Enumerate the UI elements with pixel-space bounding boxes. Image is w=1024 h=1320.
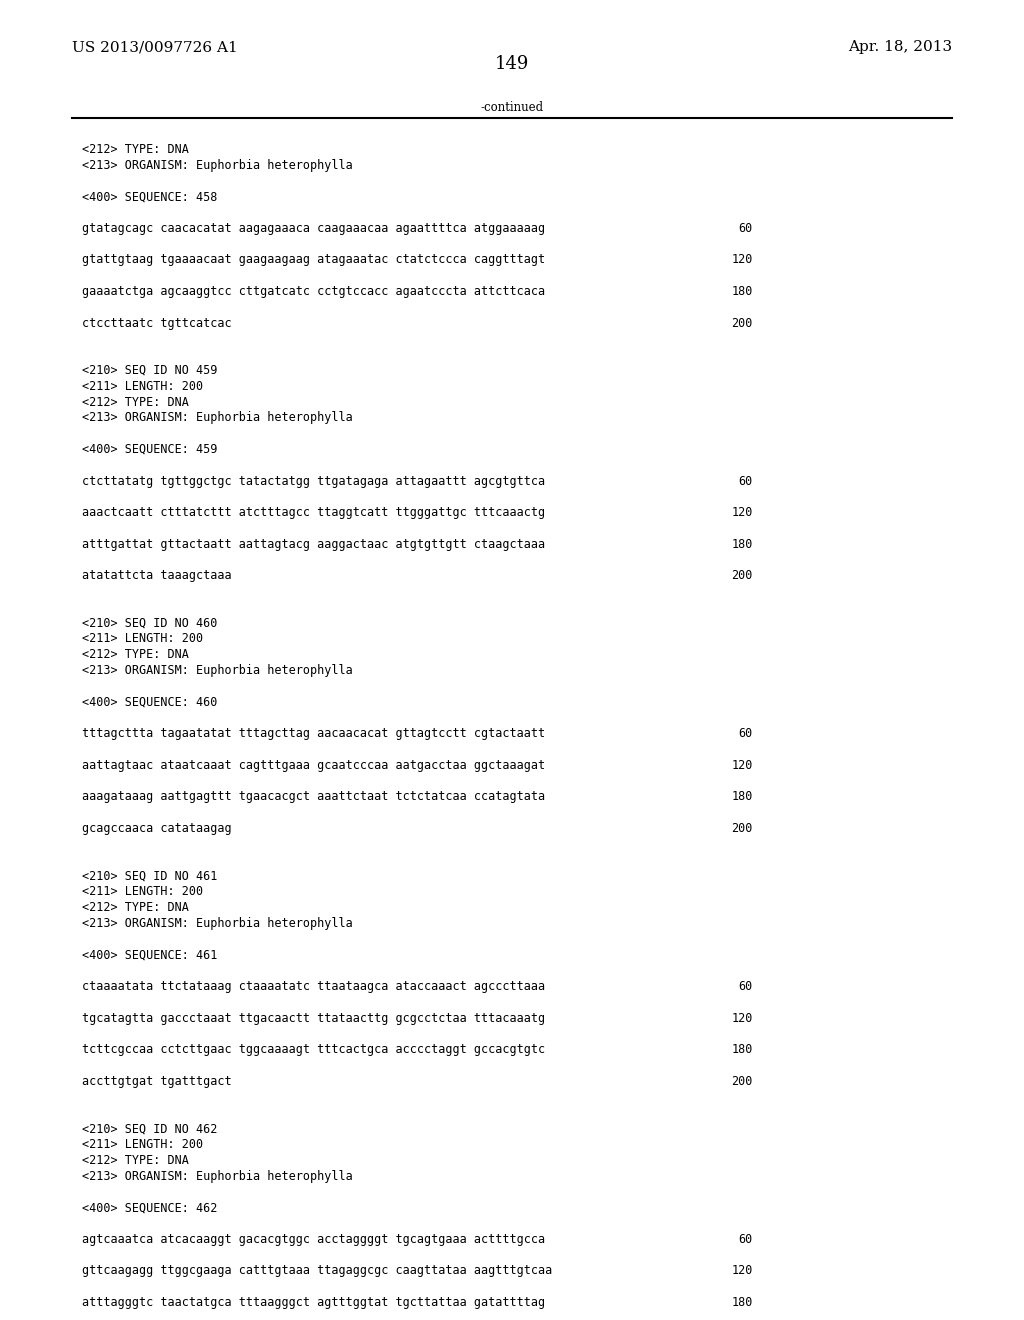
Text: <400> SEQUENCE: 461: <400> SEQUENCE: 461: [82, 948, 217, 961]
Text: gaaaatctga agcaaggtcc cttgatcatc cctgtccacc agaatcccta attcttcaca: gaaaatctga agcaaggtcc cttgatcatc cctgtcc…: [82, 285, 545, 298]
Text: <211> LENGTH: 200: <211> LENGTH: 200: [82, 632, 203, 645]
Text: atatattcta taaagctaaa: atatattcta taaagctaaa: [82, 569, 231, 582]
Text: 180: 180: [731, 1043, 753, 1056]
Text: 180: 180: [731, 537, 753, 550]
Text: gcagccaaca catataagag: gcagccaaca catataagag: [82, 822, 231, 836]
Text: 180: 180: [731, 791, 753, 804]
Text: 180: 180: [731, 1296, 753, 1309]
Text: 60: 60: [738, 727, 753, 741]
Text: 120: 120: [731, 1265, 753, 1278]
Text: <213> ORGANISM: Euphorbia heterophylla: <213> ORGANISM: Euphorbia heterophylla: [82, 158, 352, 172]
Text: aaagataaag aattgagttt tgaacacgct aaattctaat tctctatcaa ccatagtata: aaagataaag aattgagttt tgaacacgct aaattct…: [82, 791, 545, 804]
Text: -continued: -continued: [480, 100, 544, 114]
Text: 60: 60: [738, 1233, 753, 1246]
Text: 200: 200: [731, 822, 753, 836]
Text: 200: 200: [731, 569, 753, 582]
Text: ctccttaatc tgttcatcac: ctccttaatc tgttcatcac: [82, 317, 231, 330]
Text: 60: 60: [738, 979, 753, 993]
Text: <212> TYPE: DNA: <212> TYPE: DNA: [82, 143, 188, 156]
Text: <212> TYPE: DNA: <212> TYPE: DNA: [82, 648, 188, 661]
Text: <212> TYPE: DNA: <212> TYPE: DNA: [82, 396, 188, 409]
Text: tcttcgccaa cctcttgaac tggcaaaagt tttcactgca acccctaggt gccacgtgtc: tcttcgccaa cctcttgaac tggcaaaagt tttcact…: [82, 1043, 545, 1056]
Text: <400> SEQUENCE: 458: <400> SEQUENCE: 458: [82, 190, 217, 203]
Text: <210> SEQ ID NO 461: <210> SEQ ID NO 461: [82, 870, 217, 883]
Text: <400> SEQUENCE: 459: <400> SEQUENCE: 459: [82, 444, 217, 455]
Text: 200: 200: [731, 317, 753, 330]
Text: gttcaagagg ttggcgaaga catttgtaaa ttagaggcgc caagttataa aagtttgtcaa: gttcaagagg ttggcgaaga catttgtaaa ttagagg…: [82, 1265, 552, 1278]
Text: 180: 180: [731, 285, 753, 298]
Text: gtattgtaag tgaaaacaat gaagaagaag atagaaatac ctatctccca caggtttagt: gtattgtaag tgaaaacaat gaagaagaag atagaaa…: [82, 253, 545, 267]
Text: 120: 120: [731, 1011, 753, 1024]
Text: US 2013/0097726 A1: US 2013/0097726 A1: [72, 40, 238, 54]
Text: <212> TYPE: DNA: <212> TYPE: DNA: [82, 902, 188, 913]
Text: agtcaaatca atcacaaggt gacacgtggc acctaggggt tgcagtgaaa acttttgcca: agtcaaatca atcacaaggt gacacgtggc acctagg…: [82, 1233, 545, 1246]
Text: atttgattat gttactaatt aattagtacg aaggactaac atgtgttgtt ctaagctaaa: atttgattat gttactaatt aattagtacg aaggact…: [82, 537, 545, 550]
Text: aaactcaatt ctttatcttt atctttagcc ttaggtcatt ttgggattgc tttcaaactg: aaactcaatt ctttatcttt atctttagcc ttaggtc…: [82, 506, 545, 519]
Text: <212> TYPE: DNA: <212> TYPE: DNA: [82, 1154, 188, 1167]
Text: <213> ORGANISM: Euphorbia heterophylla: <213> ORGANISM: Euphorbia heterophylla: [82, 917, 352, 929]
Text: 149: 149: [495, 55, 529, 73]
Text: <213> ORGANISM: Euphorbia heterophylla: <213> ORGANISM: Euphorbia heterophylla: [82, 664, 352, 677]
Text: 60: 60: [738, 222, 753, 235]
Text: 60: 60: [738, 475, 753, 487]
Text: tttagcttta tagaatatat tttagcttag aacaacacat gttagtcctt cgtactaatt: tttagcttta tagaatatat tttagcttag aacaaca…: [82, 727, 545, 741]
Text: <211> LENGTH: 200: <211> LENGTH: 200: [82, 886, 203, 898]
Text: ctcttatatg tgttggctgc tatactatgg ttgatagaga attagaattt agcgtgttca: ctcttatatg tgttggctgc tatactatgg ttgatag…: [82, 475, 545, 487]
Text: <213> ORGANISM: Euphorbia heterophylla: <213> ORGANISM: Euphorbia heterophylla: [82, 412, 352, 424]
Text: 200: 200: [731, 1074, 753, 1088]
Text: atttagggtc taactatgca tttaagggct agtttggtat tgcttattaa gatattttag: atttagggtc taactatgca tttaagggct agtttgg…: [82, 1296, 545, 1309]
Text: <210> SEQ ID NO 459: <210> SEQ ID NO 459: [82, 364, 217, 378]
Text: accttgtgat tgatttgact: accttgtgat tgatttgact: [82, 1074, 231, 1088]
Text: ctaaaatata ttctataaag ctaaaatatc ttaataagca ataccaaact agcccttaaa: ctaaaatata ttctataaag ctaaaatatc ttaataa…: [82, 979, 545, 993]
Text: gtatagcagc caacacatat aagagaaaca caagaaacaa agaattttca atggaaaaag: gtatagcagc caacacatat aagagaaaca caagaaa…: [82, 222, 545, 235]
Text: <210> SEQ ID NO 460: <210> SEQ ID NO 460: [82, 616, 217, 630]
Text: Apr. 18, 2013: Apr. 18, 2013: [848, 40, 952, 54]
Text: <400> SEQUENCE: 462: <400> SEQUENCE: 462: [82, 1201, 217, 1214]
Text: <211> LENGTH: 200: <211> LENGTH: 200: [82, 380, 203, 393]
Text: <211> LENGTH: 200: <211> LENGTH: 200: [82, 1138, 203, 1151]
Text: tgcatagtta gaccctaaat ttgacaactt ttataacttg gcgcctctaa tttacaaatg: tgcatagtta gaccctaaat ttgacaactt ttataac…: [82, 1011, 545, 1024]
Text: 120: 120: [731, 759, 753, 772]
Text: 120: 120: [731, 253, 753, 267]
Text: <400> SEQUENCE: 460: <400> SEQUENCE: 460: [82, 696, 217, 709]
Text: aattagtaac ataatcaaat cagtttgaaa gcaatcccaa aatgacctaa ggctaaagat: aattagtaac ataatcaaat cagtttgaaa gcaatcc…: [82, 759, 545, 772]
Text: <210> SEQ ID NO 462: <210> SEQ ID NO 462: [82, 1122, 217, 1135]
Text: 120: 120: [731, 506, 753, 519]
Text: <213> ORGANISM: Euphorbia heterophylla: <213> ORGANISM: Euphorbia heterophylla: [82, 1170, 352, 1183]
